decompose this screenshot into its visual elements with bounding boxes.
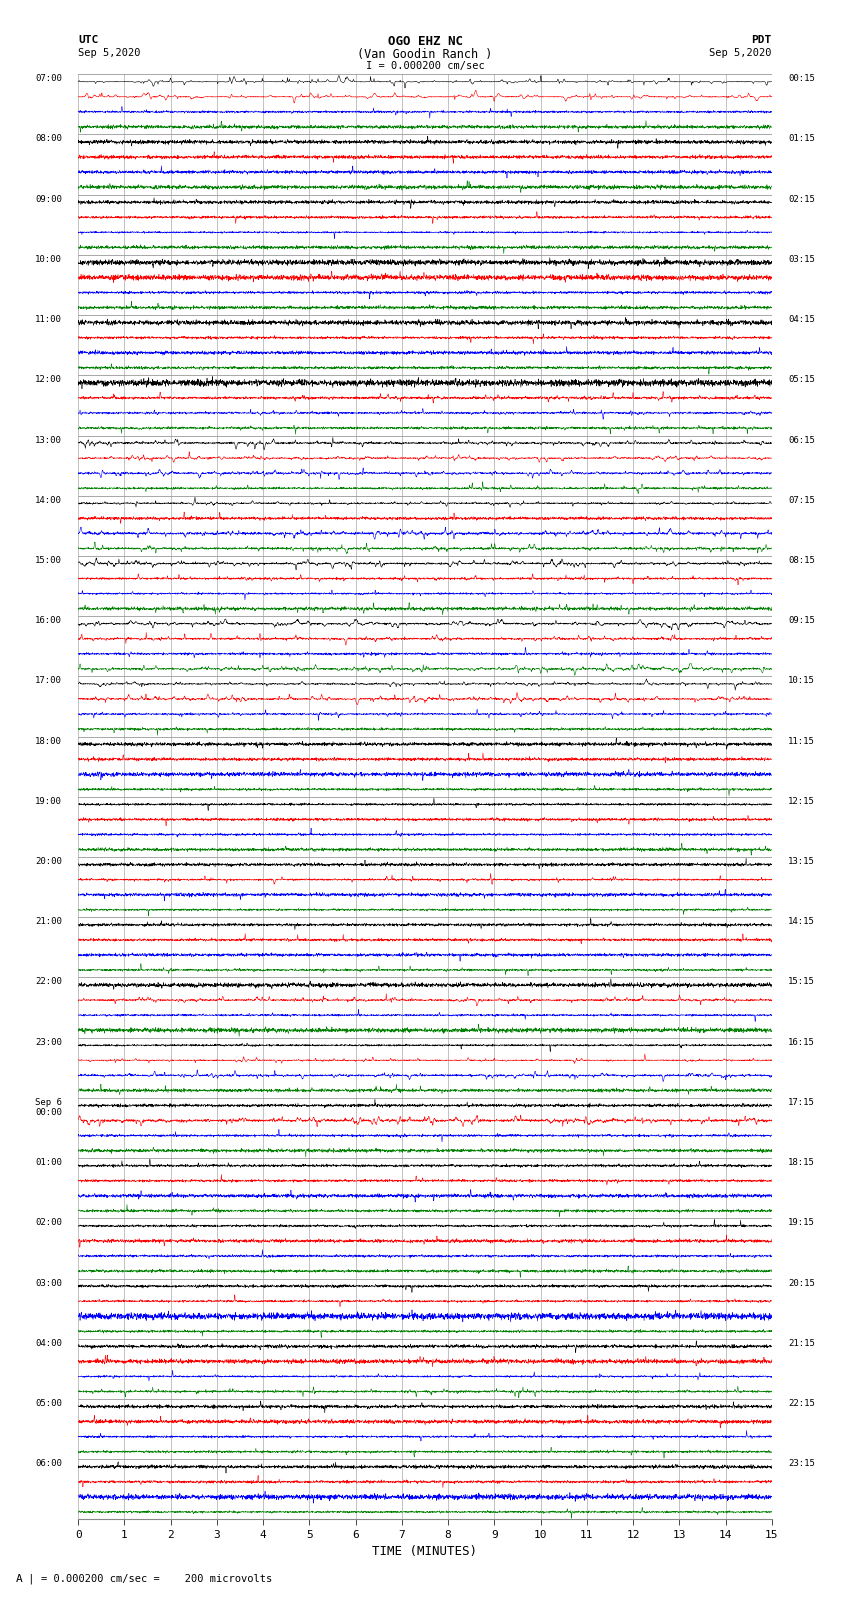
- Text: (Van Goodin Ranch ): (Van Goodin Ranch ): [357, 48, 493, 61]
- Text: 04:00: 04:00: [35, 1339, 62, 1348]
- Text: PDT: PDT: [751, 35, 772, 45]
- Text: 11:15: 11:15: [788, 737, 815, 745]
- Text: 22:00: 22:00: [35, 977, 62, 987]
- Text: Sep 6
00:00: Sep 6 00:00: [35, 1098, 62, 1118]
- Text: UTC: UTC: [78, 35, 99, 45]
- Text: 05:15: 05:15: [788, 376, 815, 384]
- Text: 13:15: 13:15: [788, 857, 815, 866]
- Text: 03:15: 03:15: [788, 255, 815, 265]
- Text: 12:15: 12:15: [788, 797, 815, 806]
- Text: 17:00: 17:00: [35, 676, 62, 686]
- Text: 09:15: 09:15: [788, 616, 815, 626]
- Text: 14:15: 14:15: [788, 918, 815, 926]
- Text: 07:15: 07:15: [788, 495, 815, 505]
- Text: 12:00: 12:00: [35, 376, 62, 384]
- Text: 17:15: 17:15: [788, 1098, 815, 1107]
- Text: 06:15: 06:15: [788, 436, 815, 445]
- Text: 10:00: 10:00: [35, 255, 62, 265]
- Text: 02:15: 02:15: [788, 195, 815, 203]
- Text: OGO EHZ NC: OGO EHZ NC: [388, 35, 462, 48]
- Text: 15:00: 15:00: [35, 556, 62, 565]
- Text: 09:00: 09:00: [35, 195, 62, 203]
- Text: 20:00: 20:00: [35, 857, 62, 866]
- Text: 19:00: 19:00: [35, 797, 62, 806]
- Text: 18:15: 18:15: [788, 1158, 815, 1168]
- Text: 06:00: 06:00: [35, 1460, 62, 1468]
- Text: 13:00: 13:00: [35, 436, 62, 445]
- Text: |: |: [27, 1573, 34, 1584]
- Text: 14:00: 14:00: [35, 495, 62, 505]
- Text: 04:15: 04:15: [788, 315, 815, 324]
- Text: 08:00: 08:00: [35, 134, 62, 144]
- Text: 21:00: 21:00: [35, 918, 62, 926]
- Text: Sep 5,2020: Sep 5,2020: [78, 48, 141, 58]
- Text: 01:00: 01:00: [35, 1158, 62, 1168]
- Text: 01:15: 01:15: [788, 134, 815, 144]
- Text: = 0.000200 cm/sec =    200 microvolts: = 0.000200 cm/sec = 200 microvolts: [41, 1574, 272, 1584]
- Text: 00:15: 00:15: [788, 74, 815, 84]
- Text: 02:00: 02:00: [35, 1218, 62, 1227]
- Text: 20:15: 20:15: [788, 1279, 815, 1287]
- Text: 21:15: 21:15: [788, 1339, 815, 1348]
- Text: 11:00: 11:00: [35, 315, 62, 324]
- X-axis label: TIME (MINUTES): TIME (MINUTES): [372, 1545, 478, 1558]
- Text: 16:00: 16:00: [35, 616, 62, 626]
- Text: 15:15: 15:15: [788, 977, 815, 987]
- Text: 16:15: 16:15: [788, 1037, 815, 1047]
- Text: I = 0.000200 cm/sec: I = 0.000200 cm/sec: [366, 61, 484, 71]
- Text: 08:15: 08:15: [788, 556, 815, 565]
- Text: Sep 5,2020: Sep 5,2020: [709, 48, 772, 58]
- Text: A: A: [15, 1574, 22, 1584]
- Text: 18:00: 18:00: [35, 737, 62, 745]
- Text: 07:00: 07:00: [35, 74, 62, 84]
- Text: 05:00: 05:00: [35, 1398, 62, 1408]
- Text: 03:00: 03:00: [35, 1279, 62, 1287]
- Text: 23:00: 23:00: [35, 1037, 62, 1047]
- Text: 23:15: 23:15: [788, 1460, 815, 1468]
- Text: 22:15: 22:15: [788, 1398, 815, 1408]
- Text: 10:15: 10:15: [788, 676, 815, 686]
- Text: 19:15: 19:15: [788, 1218, 815, 1227]
